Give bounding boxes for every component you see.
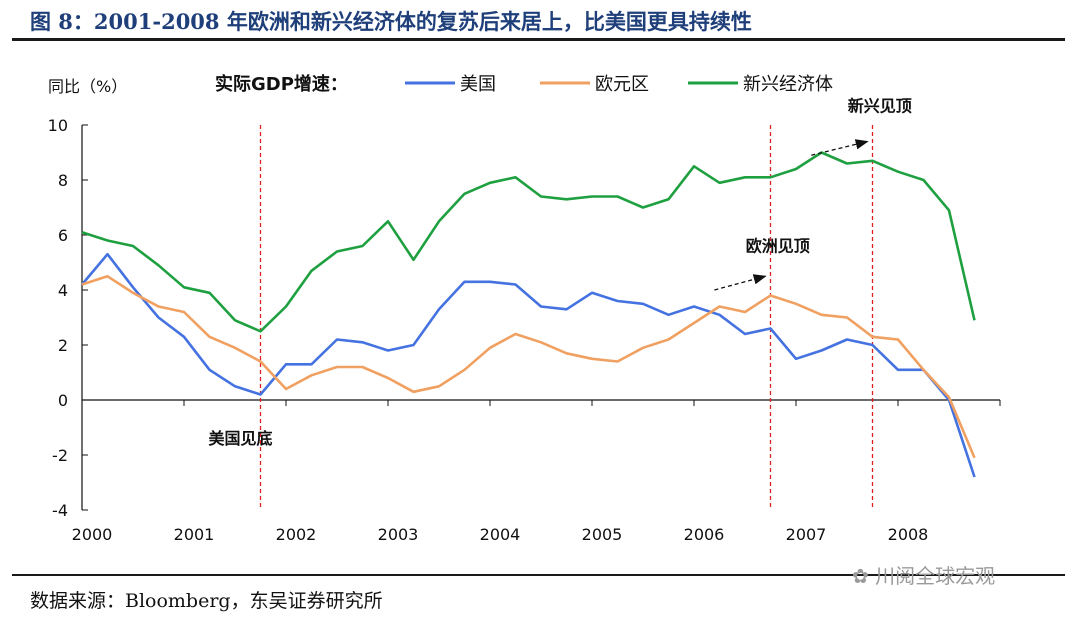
x-tick-label: 2003 <box>378 525 419 544</box>
y-axis-label: 同比（%） <box>48 77 127 96</box>
x-tick-label: 2002 <box>276 525 317 544</box>
x-tick-label: 2008 <box>888 525 929 544</box>
legend-entry: 新兴经济体 <box>743 74 833 95</box>
watermark-label: 川阅全球宏观 <box>875 564 996 588</box>
y-tick-label: -2 <box>52 446 68 465</box>
annotation-arrow <box>811 139 869 156</box>
y-tick-label: 4 <box>58 281 68 300</box>
series-line-美国 <box>81 252 976 478</box>
series-line-欧元区 <box>81 274 976 459</box>
x-tick-label: 2004 <box>480 525 521 544</box>
watermark-text: ✿ 川阅全球宏观 <box>852 560 995 589</box>
x-tick-label: 2006 <box>684 525 725 544</box>
x-tick-label: 2005 <box>582 525 623 544</box>
y-tick-label: 8 <box>58 171 68 190</box>
annotation-label: 美国见底 <box>209 429 273 448</box>
annotation-label: 欧洲见顶 <box>746 237 810 256</box>
legend-title: 实际GDP增速： <box>215 73 348 95</box>
top-rule <box>12 38 1065 41</box>
chart-annotations: 美国见底 欧洲见顶 新兴见顶 <box>209 96 912 448</box>
y-tick-label: 6 <box>58 226 68 245</box>
annotation-label: 新兴见顶 <box>848 96 912 115</box>
y-tick-label: 0 <box>58 391 68 410</box>
y-tick-label: 2 <box>58 336 68 355</box>
data-source-note: 数据来源：Bloomberg，东吴证券研究所 <box>30 590 383 612</box>
chart-marks <box>81 125 976 510</box>
annotation-arrow <box>714 274 767 291</box>
y-tick-label: -4 <box>52 501 68 520</box>
x-tick-label: 2007 <box>786 525 827 544</box>
y-tick-label: 10 <box>48 116 68 135</box>
figure-title: 图 8：2001-2008 年欧洲和新兴经济体的复苏后来居上，比美国更具持续性 <box>30 9 752 34</box>
legend-entry: 欧元区 <box>595 74 649 95</box>
legend-entry: 美国 <box>460 74 496 95</box>
series-line-新兴经济体 <box>81 151 976 333</box>
x-tick-label: 2001 <box>174 525 215 544</box>
chart-legend: 实际GDP增速： 美国 欧元区 新兴经济体 <box>215 73 833 95</box>
chart-axes: -4 -2 0 2 4 6 8 10 2000 2001 2002 2003 2004 2005 2006 2… <box>48 77 1001 544</box>
wechat-icon: ✿ <box>852 564 876 588</box>
x-tick-label: 2000 <box>72 525 113 544</box>
bottom-rule <box>12 574 1065 576</box>
